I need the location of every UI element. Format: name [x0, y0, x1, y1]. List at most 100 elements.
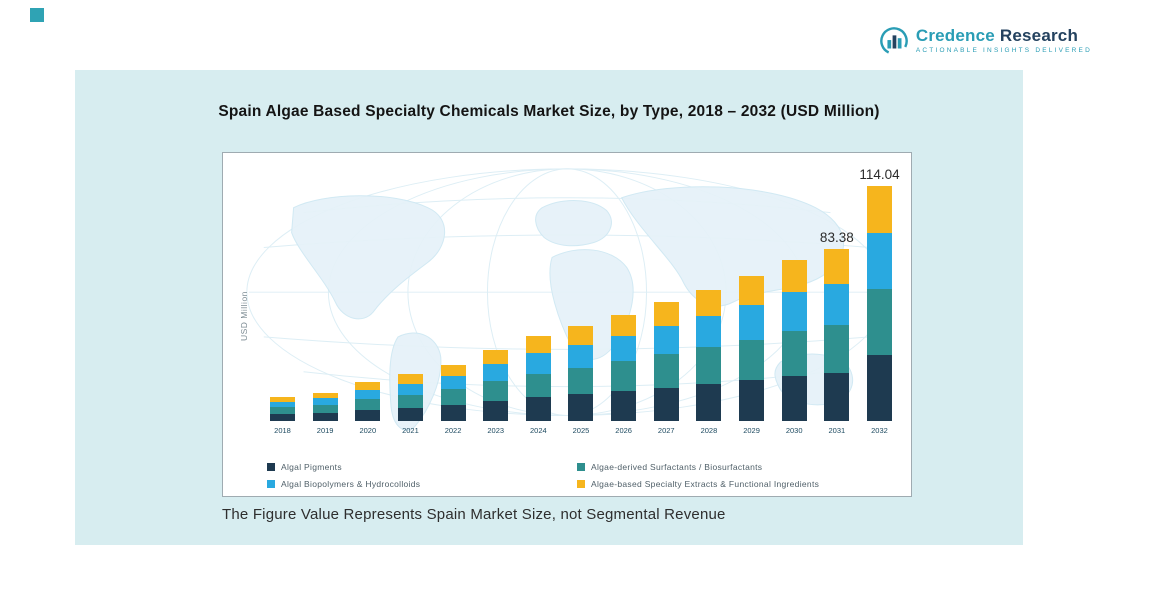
bar-segment — [525, 397, 551, 421]
bar-value-label: 114.04 — [859, 167, 900, 183]
stacked-bar — [355, 382, 381, 421]
x-axis-tick-label: 2024 — [530, 426, 547, 435]
x-axis-tick-label: 2021 — [402, 426, 419, 435]
legend-swatch — [267, 480, 275, 488]
x-axis-tick-label: 2026 — [615, 426, 632, 435]
bar-segment — [739, 276, 765, 306]
stacked-bar — [397, 374, 423, 421]
bar-segment — [355, 382, 381, 391]
bar-segment — [312, 392, 338, 399]
bar-segment — [440, 389, 466, 406]
bar-segment — [568, 394, 594, 421]
chart-panel: Spain Algae Based Specialty Chemicals Ma… — [75, 70, 1023, 545]
accent-square — [30, 8, 44, 22]
bar-segment — [866, 355, 892, 421]
bar-segment — [312, 413, 338, 421]
logo-chart-icon — [879, 27, 908, 55]
legend-item: Algal Pigments — [267, 462, 567, 472]
chart-plot-area: USD Million 2018 2019 2020 2021 2022 2023 2024… — [222, 152, 912, 497]
legend-label: Algal Pigments — [281, 462, 342, 472]
bar-segment — [568, 367, 594, 395]
bar-column: 2019 — [312, 153, 338, 436]
x-axis-tick-label: 2022 — [444, 426, 462, 435]
logo-tagline: Actionable Insights Delivered — [915, 47, 1092, 54]
legend-item: Algal Biopolymers & Hydrocolloids — [267, 479, 567, 489]
bar-segment — [312, 405, 338, 414]
legend-swatch — [267, 463, 275, 471]
bar-segment — [397, 383, 423, 395]
bar-segment — [355, 410, 381, 421]
stacked-bar: 114.04 — [859, 167, 900, 421]
stacked-bar: 83.38 — [820, 230, 854, 421]
chart-footnote: The Figure Value Represents Spain Market… — [222, 506, 726, 523]
bar-segment — [696, 347, 722, 385]
bar-segment — [440, 364, 466, 376]
bar-column: 2030 — [781, 153, 807, 436]
x-axis-tick-label: 2018 — [274, 426, 291, 435]
bar-segment — [781, 330, 807, 376]
y-axis-title: USD Million — [239, 291, 249, 341]
bar-segment — [866, 289, 892, 356]
bar-segment — [483, 381, 509, 402]
bar-segment — [397, 394, 423, 408]
bar-segment — [696, 289, 722, 316]
x-axis-tick-label: 2027 — [657, 426, 675, 435]
stacked-bar — [440, 364, 466, 421]
bar-column: 114.04 2032 — [859, 153, 900, 436]
bar-segment — [696, 384, 722, 421]
chart-title: Spain Algae Based Specialty Chemicals Ma… — [218, 103, 880, 120]
stacked-bar — [312, 392, 338, 421]
bar-segment — [611, 361, 637, 392]
bar-column: 2028 — [696, 153, 722, 436]
bar-segment — [568, 344, 594, 368]
logo-name: Credence Research — [916, 26, 1092, 45]
stacked-bar — [270, 396, 295, 421]
bar-segment — [696, 315, 722, 348]
bar-column: 2020 — [355, 153, 381, 436]
stacked-bar — [568, 325, 594, 421]
bar-segment — [824, 249, 850, 284]
bar-segment — [781, 291, 807, 331]
bar-segment — [611, 335, 637, 362]
x-axis-tick-label: 2023 — [487, 426, 505, 435]
bar-column: 2021 — [397, 153, 423, 436]
logo-name-research: Research — [994, 26, 1079, 45]
stacked-bar — [696, 289, 722, 421]
bar-column: 2027 — [653, 153, 679, 436]
bar-segment — [653, 325, 679, 355]
bar-segment — [483, 364, 509, 382]
x-axis-tick-label: 2025 — [572, 426, 590, 435]
bar-segment — [611, 314, 637, 336]
legend-label: Algae-based Specialty Extracts & Functio… — [591, 479, 820, 489]
bar-segment — [866, 233, 892, 290]
stacked-bar — [739, 276, 765, 421]
bar-segment — [653, 354, 679, 388]
bar-segment — [355, 399, 381, 411]
bar-column: 83.38 2031 — [820, 153, 854, 436]
x-axis-tick-label: 2032 — [871, 426, 888, 435]
bar-segment — [525, 373, 551, 398]
bar-segment — [525, 353, 551, 374]
bar-segment — [397, 407, 423, 421]
bar-column: 2029 — [739, 153, 765, 436]
bar-segment — [270, 414, 295, 421]
stacked-bar — [653, 301, 679, 421]
legend-label: Algae-derived Surfactants / Biosurfactan… — [591, 462, 763, 472]
stacked-bar — [611, 314, 637, 421]
x-axis-tick-label: 2029 — [743, 426, 760, 435]
bar-segment — [866, 186, 892, 234]
bar-column: 2018 — [270, 153, 295, 436]
bar-column: 2025 — [568, 153, 594, 436]
legend-swatch — [577, 463, 585, 471]
stacked-bar — [483, 350, 509, 421]
bar-segment — [739, 339, 765, 381]
bar-segment — [568, 325, 594, 345]
bar-column: 2023 — [483, 153, 509, 436]
bar-segment — [440, 405, 466, 421]
bar-segment — [270, 396, 295, 402]
legend: Algal Pigments Algae-derived Surfactants … — [267, 462, 895, 489]
x-axis-tick-label: 2028 — [700, 426, 718, 435]
x-axis-tick-label: 2019 — [316, 426, 334, 435]
bar-segment — [312, 398, 338, 406]
stacked-bar — [781, 259, 807, 421]
